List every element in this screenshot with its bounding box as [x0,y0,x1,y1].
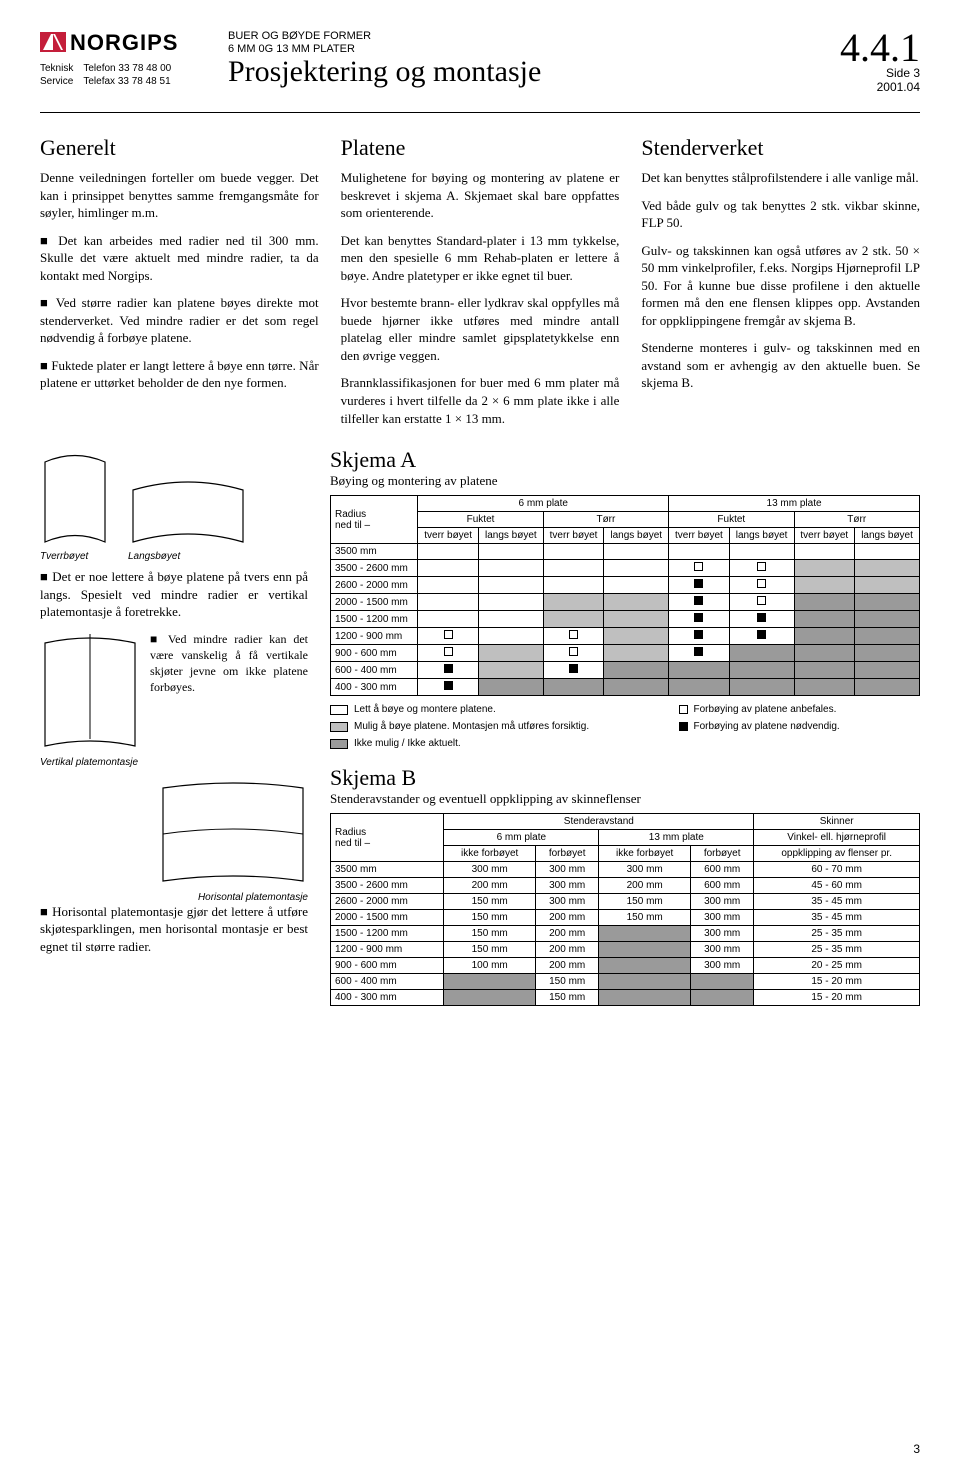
stender-heading: Stenderverket [641,135,920,161]
contact-label-2: Service [40,75,73,88]
legend-l4: Forbøying av platene anbefales. [694,704,837,715]
contact-info: Teknisk Telefon 33 78 48 00 Service Tele… [40,62,210,88]
horisontal-diagram-icon [158,776,308,886]
fig-row-1: Tverrbøyet Langsbøyet [40,447,308,562]
legend-l3: Ikke mulig / Ikke aktuelt. [354,738,461,749]
legend-box-white [330,705,348,715]
contact-label-1: Teknisk [40,62,73,75]
stender-p2: Ved både gulv og tak benyttes 2 stk. vik… [641,197,920,232]
vertikal-diagram-icon [40,631,140,751]
stender-p4: Stenderne monteres i gulv- og takskinnen… [641,339,920,392]
schema-b-sub: Stenderavstander og eventuell oppklippin… [330,791,920,807]
legend-l2: Mulig å bøye platene. Montasjen må utfør… [354,721,589,732]
logo-text: NORGIPS [70,30,178,55]
schema-a-table: Radiusned til –6 mm plate13 mm plateFukt… [330,495,920,696]
fig-p2: Ved mindre radier kan det være vanskelig… [150,631,308,696]
vertikal-caption: Vertikal platemontasje [40,757,140,768]
header-mid: BUER OG BØYDE FORMER 6 MM 0G 13 MM PLATE… [228,30,541,88]
col-stender: Stenderverket Det kan benyttes stålprofi… [641,135,920,437]
legend-fill-square-icon [679,722,688,731]
platene-p3: Hvor bestemte brann- eller lydkrav skal … [341,294,620,364]
date-label: 2001.04 [840,80,920,94]
horisontal-caption: Horisontal platemontasje [40,892,308,903]
stender-p3: Gulv- og takskinnen kan også utføres av … [641,242,920,330]
norgips-logo-icon: NORGIPS [40,30,210,58]
header-rule [40,112,920,113]
platene-p2: Det kan benyttes Standard-plater i 13 mm… [341,232,620,285]
platene-p4: Brannklassifikasjonen for buer med 6 mm … [341,374,620,427]
fig-p1: Det er noe lettere å bøye platene på tve… [40,568,308,621]
fax-label: Telefax 33 78 48 51 [83,75,170,88]
generelt-heading: Generelt [40,135,319,161]
fig-p3: Horisontal platemontasje gjør det letter… [40,903,308,956]
logo-block: NORGIPS Teknisk Telefon 33 78 48 00 Serv… [40,30,210,88]
legend: Lett å bøye og montere platene. Forbøyin… [330,704,920,749]
fig-row-3: Horisontal platemontasje [40,776,308,903]
legend-box-grey [330,722,348,732]
generelt-p3: Ved større radier kan platene bøyes dire… [40,294,319,347]
header-right: 4.4.1 Side 3 2001.04 [840,30,920,94]
lower-section: Tverrbøyet Langsbøyet Det er noe lettere… [40,447,920,1006]
doc-subtitle-1: BUER OG BØYDE FORMER [228,30,541,43]
page-header: NORGIPS Teknisk Telefon 33 78 48 00 Serv… [40,30,920,94]
generelt-p4: Fuktede plater er langt lettere å bøye e… [40,357,319,392]
schema-a-title: Skjema A [330,447,920,473]
figures-column: Tverrbøyet Langsbøyet Det er noe lettere… [40,447,308,1006]
schemas-column: Skjema A Bøying og montering av platene … [330,447,920,1006]
schema-b-title: Skjema B [330,765,920,791]
phone-label: Telefon 33 78 48 00 [83,62,171,75]
generelt-p1: Denne veiledningen forteller om buede ve… [40,169,319,222]
fig-row-2: Vertikal platemontasje Ved mindre radier… [40,631,308,768]
doc-number: 4.4.1 [840,30,920,66]
header-left: NORGIPS Teknisk Telefon 33 78 48 00 Serv… [40,30,541,88]
legend-l1: Lett å bøye og montere platene. [354,704,496,715]
schema-b-table: Radiusned til –StenderavstandSkinner6 mm… [330,813,920,1006]
fig-vertikal: Vertikal platemontasje [40,631,140,768]
generelt-p2: Det kan arbeides med radier ned til 300 … [40,232,319,285]
platene-heading: Platene [341,135,620,161]
fig-langs: Langsbøyet [128,472,248,562]
fig-tverr: Tverrbøyet [40,447,110,562]
col-platene: Platene Mulighetene for bøying og monter… [341,135,620,437]
doc-title: Prosjektering og montasje [228,56,541,88]
langs-diagram-icon [128,472,248,547]
col-generelt: Generelt Denne veiledningen forteller om… [40,135,319,437]
schema-a-sub: Bøying og montering av platene [330,473,920,489]
legend-box-darkgrey [330,739,348,749]
legend-l5: Forbøying av platene nødvendig. [694,721,840,732]
tverr-diagram-icon [40,447,110,547]
legend-open-square-icon [679,705,688,714]
page-number: 3 [913,1442,920,1456]
tverr-caption: Tverrbøyet [40,551,110,562]
three-columns: Generelt Denne veiledningen forteller om… [40,135,920,437]
langs-caption: Langsbøyet [128,551,248,562]
stender-p1: Det kan benyttes stålprofilstendere i al… [641,169,920,187]
platene-p1: Mulighetene for bøying og montering av p… [341,169,620,222]
